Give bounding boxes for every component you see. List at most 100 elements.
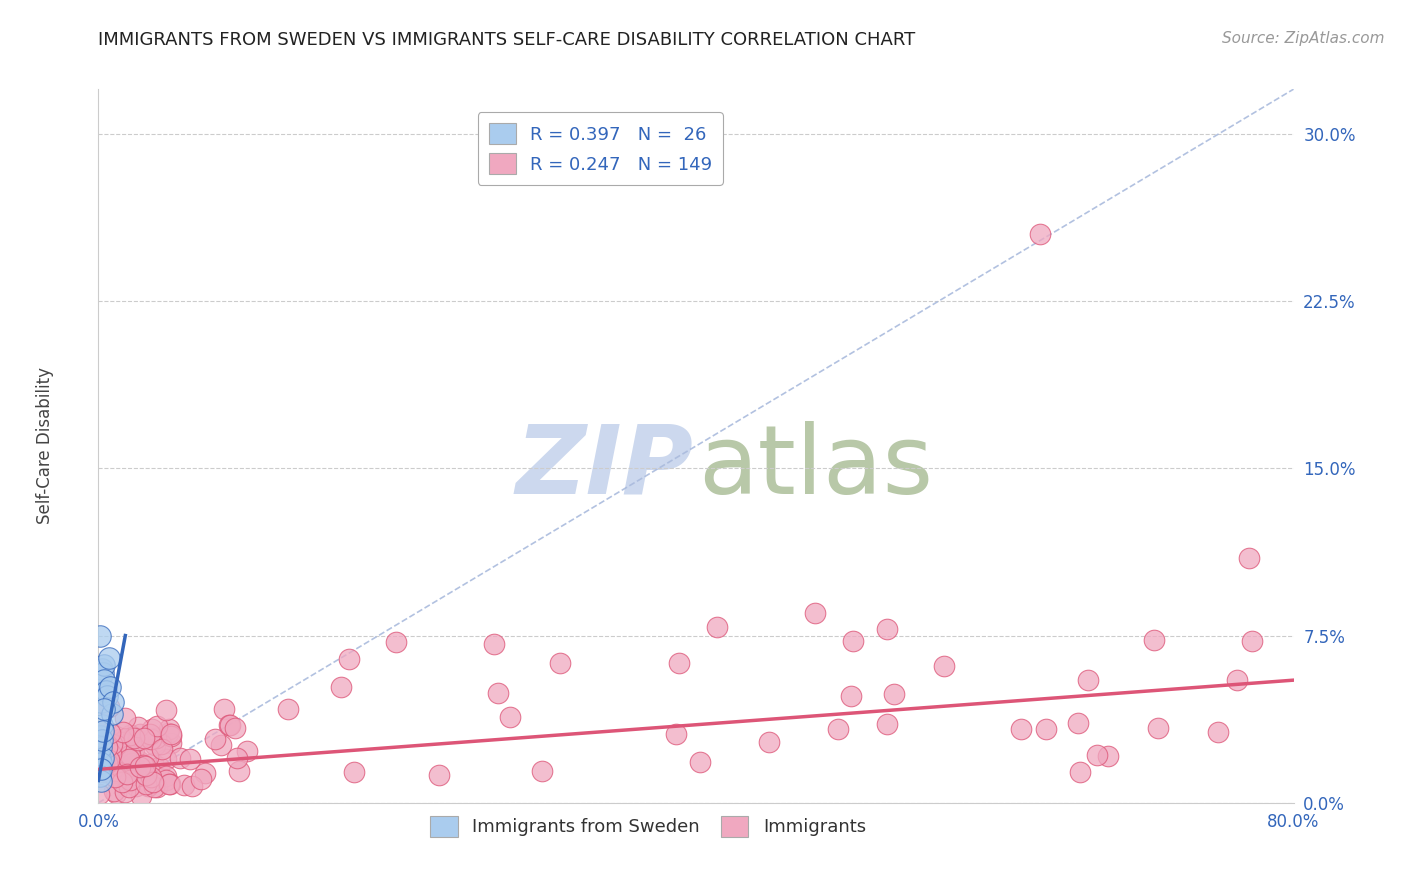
Point [91,724,114,739]
Text: Source: ZipAtlas.com: Source: ZipAtlas.com [1222,31,1385,46]
Point [1241,633,1264,648]
Point [665,727,688,741]
Point [499,710,522,724]
Point [141,722,163,736]
Point [689,756,711,770]
Point [1226,673,1249,687]
Point [93,764,115,779]
Legend: Immigrants from Sweden, Immigrants: Immigrants from Sweden, Immigrants [423,808,873,844]
Point [93,657,115,672]
Point [1077,673,1099,687]
Point [337,652,360,666]
Point [93,734,115,748]
Point [218,718,240,732]
Text: IMMIGRANTS FROM SWEDEN VS IMMIGRANTS SELF-CARE DISABILITY CORRELATION CHART: IMMIGRANTS FROM SWEDEN VS IMMIGRANTS SEL… [98,31,915,49]
Point [150,741,173,756]
Point [89,673,111,687]
Point [876,717,898,731]
Point [128,726,150,740]
Point [115,767,138,781]
Point [235,744,257,758]
Point [101,737,124,751]
Point [160,736,183,750]
Point [228,764,250,778]
Point [136,750,159,764]
Point [218,717,240,731]
Point [842,634,865,648]
Point [89,628,111,642]
Point [91,751,114,765]
Point [134,731,156,745]
Point [98,753,121,767]
Point [169,751,191,765]
Point [114,711,136,725]
Point [179,752,201,766]
Point [330,680,353,694]
Text: Self-Care Disability: Self-Care Disability [35,368,53,524]
Point [101,742,124,756]
Point [145,780,167,794]
Point [385,634,408,648]
Point [482,637,505,651]
Point [668,656,690,670]
Text: ZIP: ZIP [516,421,693,514]
Point [135,768,157,782]
Point [89,751,111,765]
Point [104,770,127,784]
Point [128,755,150,769]
Point [90,740,112,755]
Point [120,773,142,788]
Point [1010,723,1032,737]
Point [96,756,118,771]
Point [111,735,134,749]
Point [108,759,131,773]
Point [156,726,179,740]
Point [155,772,177,787]
Point [839,689,862,703]
Point [190,772,212,786]
Point [101,706,124,721]
Point [277,702,299,716]
Point [134,759,156,773]
Point [98,726,121,740]
Point [142,780,165,794]
Point [115,746,138,760]
Point [127,732,149,747]
Point [194,766,217,780]
Point [127,719,149,733]
Point [148,759,170,773]
Point [150,737,173,751]
Point [486,686,509,700]
Point [181,779,204,793]
Point [138,777,160,791]
Point [212,702,235,716]
Point [90,756,112,770]
Point [131,789,153,803]
Point [90,773,112,788]
Point [93,729,115,743]
Point [118,780,141,794]
Point [111,724,134,739]
Point [93,702,115,716]
Point [97,755,120,769]
Point [155,703,177,717]
Point [1085,747,1108,762]
Point [146,719,169,733]
Point [1066,715,1088,730]
Point [132,731,155,746]
Point [139,770,162,784]
Point [91,724,114,739]
Point [135,777,157,791]
Point [1237,550,1260,565]
Point [115,747,138,761]
Point [157,777,180,791]
Point [98,680,122,694]
Point [141,732,163,747]
Point [120,748,142,763]
Point [157,722,180,736]
Point [90,762,112,776]
Point [125,780,148,794]
Point [804,607,827,621]
Point [115,731,138,745]
Point [827,722,849,736]
